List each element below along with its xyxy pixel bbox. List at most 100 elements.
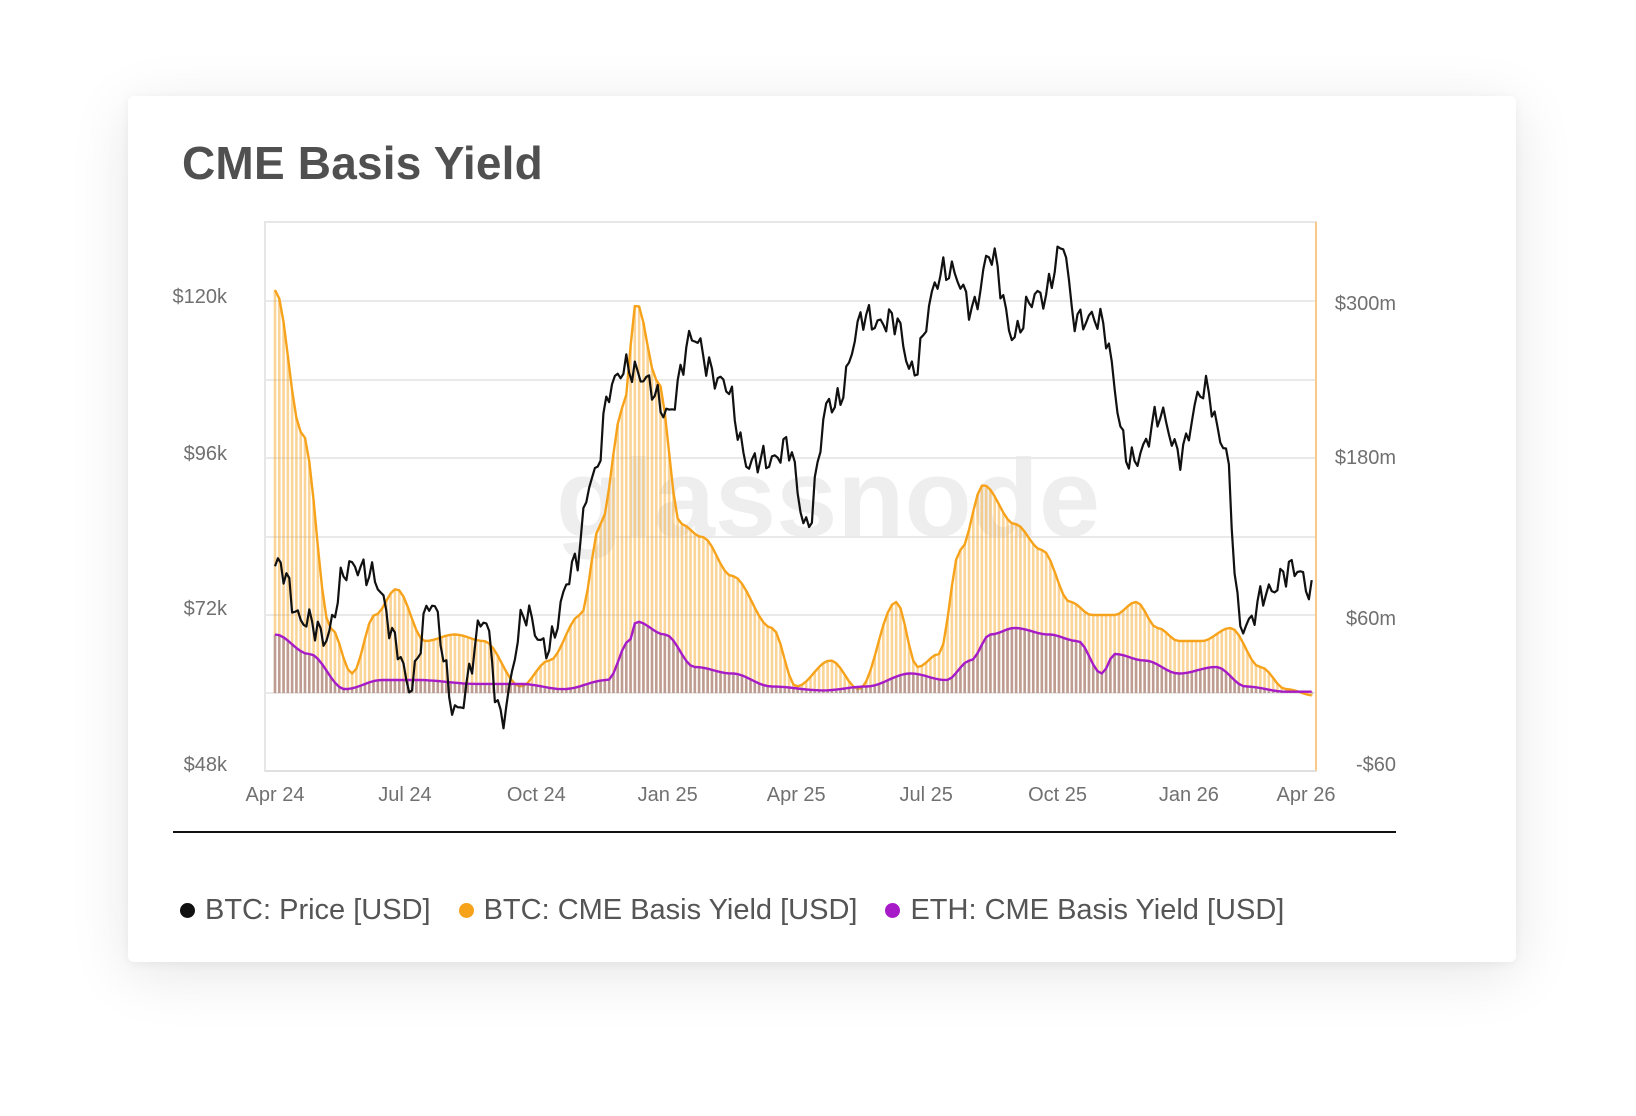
eth-yield-bar <box>590 682 594 693</box>
eth-yield-bar <box>530 684 534 693</box>
eth-yield-bar <box>1169 671 1172 693</box>
right-axis-tick-label: $60m <box>1346 608 1396 630</box>
btc-yield-bar <box>1151 625 1155 693</box>
eth-yield-bar <box>693 667 697 693</box>
btc-yield-bar <box>886 612 889 693</box>
legend: BTC: Price [USD] BTC: CME Basis Yield [U… <box>180 894 1284 927</box>
eth-yield-bar <box>950 677 954 693</box>
eth-yield-bar <box>1199 669 1202 693</box>
btc-yield-bar <box>440 637 444 693</box>
btc-yield-bar <box>830 660 834 693</box>
btc-yield-bar <box>1143 610 1146 693</box>
btc-yield-bar <box>1199 641 1202 693</box>
eth-yield-bar <box>513 683 517 693</box>
eth-yield-bar <box>1164 669 1168 693</box>
eth-yield-bar <box>1006 629 1009 693</box>
eth-yield-bar <box>449 682 452 693</box>
btc-yield-bar <box>1211 636 1215 693</box>
btc-yield-bar <box>642 322 645 693</box>
btc-yield-bar <box>273 290 277 693</box>
eth-yield-bar <box>462 683 465 693</box>
legend-item-eth-basis-yield[interactable]: ETH: CME Basis Yield [USD] <box>885 894 1284 927</box>
eth-yield-bar <box>1229 676 1232 693</box>
btc-yield-bar <box>402 596 405 693</box>
eth-yield-bar <box>954 672 958 693</box>
btc-yield-bar <box>757 615 761 693</box>
eth-yield-bar <box>654 631 658 693</box>
eth-yield-bar <box>419 680 422 693</box>
eth-yield-bar <box>689 665 692 693</box>
eth-yield-bar <box>1241 686 1245 693</box>
btc-yield-bar <box>667 452 671 693</box>
legend-item-btc-basis-yield[interactable]: BTC: CME Basis Yield [USD] <box>458 894 857 927</box>
btc-yield-bar <box>753 607 757 693</box>
eth-yield-bar <box>496 683 500 693</box>
eth-yield-bar <box>1036 632 1039 693</box>
eth-yield-bar <box>1250 686 1254 693</box>
btc-yield-bar <box>1220 630 1224 693</box>
eth-yield-bar <box>1134 659 1138 693</box>
eth-yield-bar <box>1186 672 1189 693</box>
eth-yield-bar <box>1203 668 1206 693</box>
eth-yield-bar <box>1074 640 1078 693</box>
btc-yield-bar <box>299 432 302 693</box>
eth-yield-bar <box>1109 658 1112 693</box>
eth-yield-bar <box>830 690 834 693</box>
eth-yield-bar <box>1246 686 1249 693</box>
eth-yield-bar <box>573 687 577 693</box>
eth-yield-bar <box>864 686 868 693</box>
btc-yield-bar <box>693 533 697 693</box>
btc-yield-bar <box>1233 629 1236 693</box>
eth-yield-bar <box>577 686 581 693</box>
btc-yield-bar <box>762 622 765 693</box>
btc-yield-bar <box>1044 552 1048 693</box>
eth-yield-bar <box>1044 634 1048 693</box>
eth-yield-bar <box>894 676 898 693</box>
btc-yield-bar <box>505 671 508 693</box>
btc-yield-bar <box>410 619 414 693</box>
eth-yield-bar <box>719 672 722 693</box>
btc-yield-bar <box>989 489 992 693</box>
eth-yield-bar <box>586 683 590 693</box>
legend-divider <box>173 831 1396 833</box>
eth-yield-bar <box>440 681 444 693</box>
btc-yield-bar <box>337 643 341 693</box>
eth-yield-bar <box>629 639 632 693</box>
eth-yield-bar <box>1156 664 1159 693</box>
series-lines <box>273 245 1313 730</box>
eth-yield-bar <box>385 680 388 693</box>
btc-yield-bar <box>672 492 675 693</box>
btc-yield-bar <box>770 628 774 693</box>
btc-yield-bar <box>967 529 971 693</box>
eth-yield-bar <box>1049 634 1052 693</box>
btc-yield-bar <box>774 632 778 693</box>
eth-yield-bar <box>560 689 564 693</box>
btc-yield-bar <box>890 604 894 693</box>
btc-yield-bar <box>646 346 650 693</box>
eth-yield-bar <box>367 682 371 693</box>
btc-yield-bar <box>1177 641 1181 693</box>
eth-yield-bar <box>800 688 804 693</box>
chart-card: CME Basis Yield glassnode $120k $96k $72k $… <box>128 96 1516 962</box>
eth-yield-bar <box>1113 654 1116 693</box>
eth-yield-bar <box>509 683 512 693</box>
btc-yield-bar <box>624 394 628 693</box>
eth-yield-bar <box>822 690 825 693</box>
btc-yield-bar <box>462 635 465 693</box>
legend-item-btc-price[interactable]: BTC: Price [USD] <box>180 894 431 927</box>
eth-yield-bar <box>980 644 984 693</box>
eth-yield-bar <box>1079 642 1082 693</box>
btc-yield-bar <box>654 380 658 693</box>
eth-yield-bar <box>826 690 829 693</box>
legend-label: ETH: CME Basis Yield [USD] <box>910 894 1285 926</box>
eth-yield-bar <box>594 681 598 693</box>
btc-yield-bar <box>355 668 358 693</box>
btc-yield-bar <box>907 644 911 693</box>
btc-yield-bar <box>565 634 568 693</box>
left-axis-tick-label: $120k <box>173 286 228 308</box>
eth-yield-bar <box>646 625 650 693</box>
btc-yield-bar <box>702 537 705 693</box>
btc-yield-bar <box>582 610 585 693</box>
x-axis-tick-label: Oct 24 <box>507 784 566 806</box>
eth-yield-bar <box>350 688 354 693</box>
